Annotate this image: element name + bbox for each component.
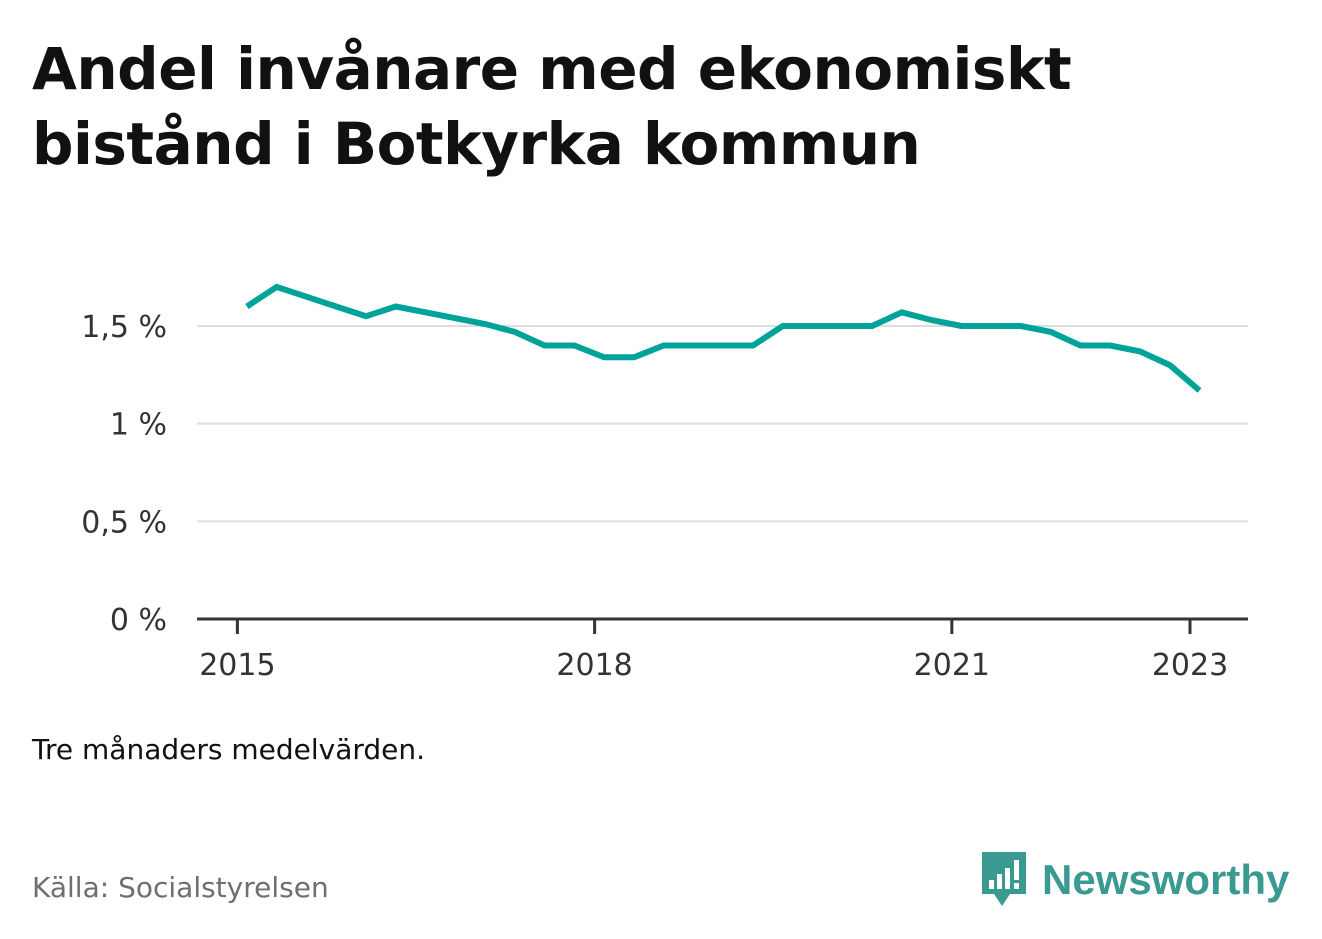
newsworthy-logo-icon xyxy=(982,852,1026,906)
chart-source: Källa: Socialstyrelsen xyxy=(32,871,329,904)
x-tick-label: 2023 xyxy=(1152,648,1228,683)
brand-name: Newsworthy xyxy=(1042,856,1290,903)
x-tick-label: 2018 xyxy=(556,648,632,683)
y-tick-label: 0 % xyxy=(110,603,167,638)
x-tick-label: 2015 xyxy=(199,648,275,683)
brand-logo: Newsworthy xyxy=(980,850,1289,910)
chart-title: Andel invånare med ekonomiskt bistånd i … xyxy=(32,35,1072,178)
y-axis-ticks: 0 % 0,5 % 1 % 1,5 % xyxy=(81,310,167,638)
series-line xyxy=(245,283,1202,393)
y-tick-label: 0,5 % xyxy=(81,505,167,540)
x-axis-ticks: 2015 2018 2021 2023 xyxy=(199,619,1228,683)
grid-lines xyxy=(197,325,1248,523)
y-tick-label: 1 % xyxy=(110,408,167,443)
y-tick-label: 1,5 % xyxy=(81,310,167,345)
chart-note: Tre månaders medelvärden. xyxy=(32,733,426,766)
x-tick-label: 2021 xyxy=(914,648,990,683)
series-layer xyxy=(245,283,1202,393)
